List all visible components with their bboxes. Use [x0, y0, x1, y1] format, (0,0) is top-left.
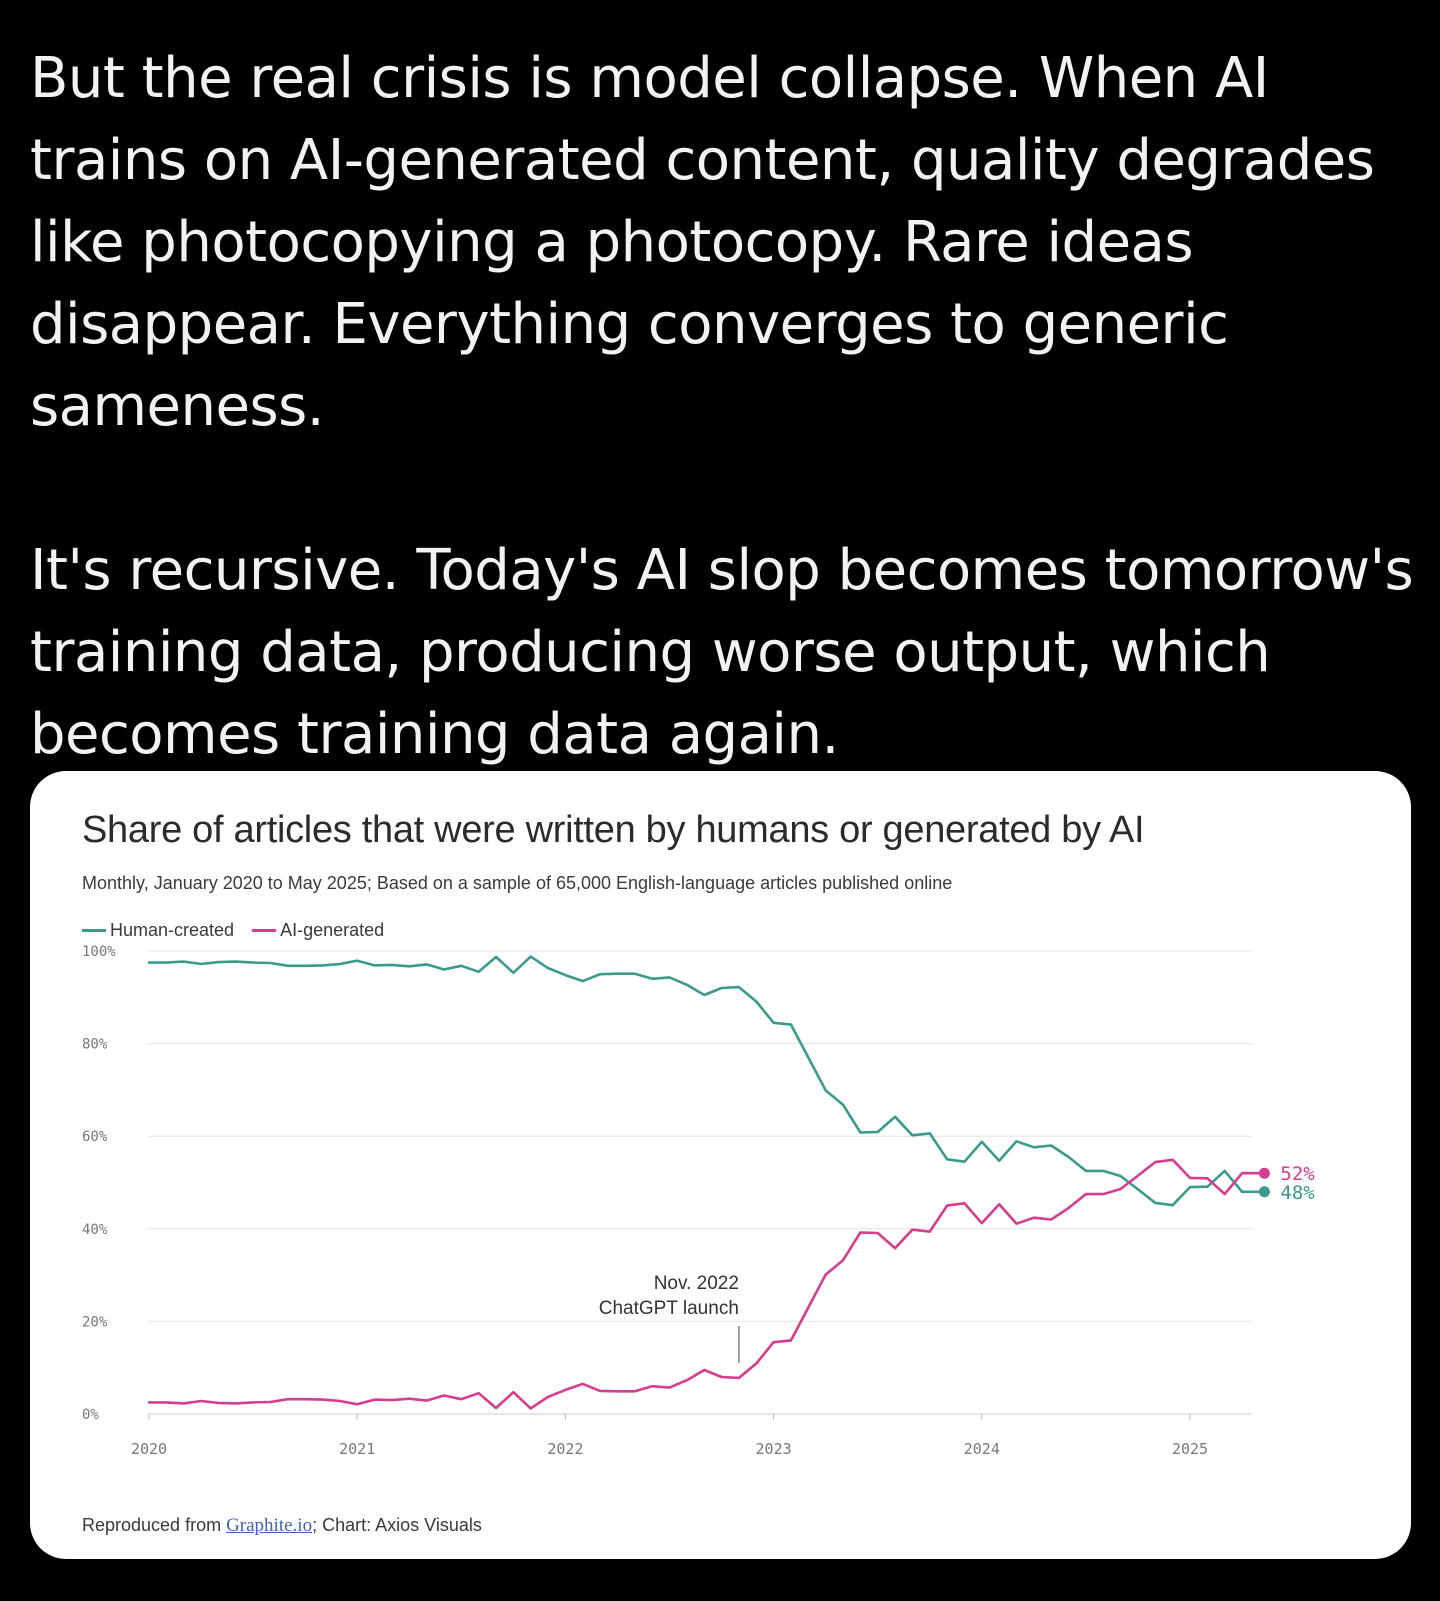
- series-layer: [147, 955, 1261, 1410]
- y-tick-label: 40%: [82, 1222, 108, 1238]
- post-paragraph-1: But the real crisis is model collapse. W…: [30, 46, 1375, 439]
- legend-swatch-human: [82, 929, 106, 932]
- y-tick-label: 100%: [82, 944, 116, 960]
- annotation-layer: Nov. 2022 ChatGPT launch: [599, 1273, 740, 1363]
- source-suffix: ; Chart: Axios Visuals: [312, 1515, 482, 1535]
- y-tick-label: 20%: [82, 1314, 108, 1330]
- end-label-ai-generated: 52%: [1280, 1163, 1315, 1185]
- y-tick-label: 0%: [82, 1407, 99, 1423]
- legend-label-human: Human-created: [110, 920, 235, 940]
- chart-subtitle: Monthly, January 2020 to May 2025; Based…: [82, 873, 953, 893]
- grid-layer: [148, 950, 1252, 1415]
- x-tick-label: 2022: [547, 1440, 583, 1458]
- legend-item-ai: AI-generated: [252, 920, 384, 941]
- series-line-ai-generated: [147, 1158, 1261, 1410]
- end-point-human-created: [1258, 1186, 1270, 1198]
- chart-title: Share of articles that were written by h…: [82, 809, 1145, 851]
- y-tick-label: 60%: [82, 1129, 108, 1145]
- chart-card[interactable]: Share of articles that were written by h…: [30, 771, 1411, 1559]
- legend-swatch-ai: [252, 929, 277, 932]
- x-tick-label: 2020: [131, 1440, 167, 1458]
- chart-legend: Human-created AI-generated: [82, 920, 384, 941]
- chart-source: Reproduced from Graphite.io; Chart: Axio…: [82, 1515, 482, 1537]
- legend-label-ai: AI-generated: [280, 920, 385, 940]
- annotation-line2: ChatGPT launch: [599, 1298, 739, 1319]
- source-link[interactable]: Graphite.io: [226, 1515, 313, 1536]
- end-point-ai-generated: [1258, 1167, 1270, 1179]
- x-tick-label: 2024: [964, 1440, 1000, 1458]
- annotation-line1: Nov. 2022: [654, 1273, 739, 1294]
- post-paragraph-2: It's recursive. Today's AI slop becomes …: [30, 538, 1414, 767]
- x-tick-label: 2023: [756, 1440, 792, 1458]
- endlabel-layer: 48%52%: [1258, 1163, 1315, 1204]
- post-text: But the real crisis is model collapse. W…: [30, 38, 1420, 776]
- series-line-human-created: [147, 955, 1261, 1207]
- axis-layer: 0% 20% 40% 60% 80% 100% 2020 2021 2022 2023 2024 20…: [82, 944, 1208, 1458]
- legend-item-human: Human-created: [82, 920, 234, 941]
- x-tick-label: 2021: [339, 1440, 375, 1458]
- end-label-human-created: 48%: [1280, 1182, 1315, 1204]
- chart-plot: 0% 20% 40% 60% 80% 100% 2020 2021 2022 2023 2024 20…: [82, 944, 1315, 1458]
- y-tick-label: 80%: [82, 1037, 108, 1053]
- source-prefix: Reproduced from: [82, 1515, 227, 1535]
- x-tick-label: 2025: [1172, 1440, 1208, 1458]
